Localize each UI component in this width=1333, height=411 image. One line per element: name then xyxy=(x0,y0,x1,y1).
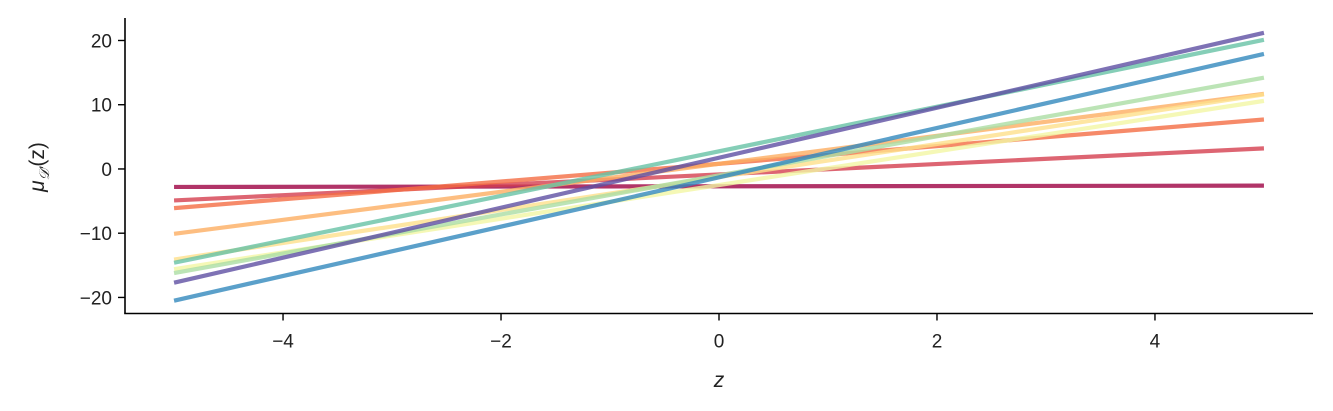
series-line-8 xyxy=(173,37,1265,265)
y-axis-label: μ𝒟′(z) xyxy=(26,142,52,193)
x-tick-label: 4 xyxy=(1150,332,1161,353)
x-tick-label: −2 xyxy=(490,332,512,353)
y-tick-label: −10 xyxy=(80,224,112,245)
y-tick-label: 0 xyxy=(101,160,112,181)
y-tick-label: −20 xyxy=(80,288,112,309)
y-axis-label-subscript: 𝒟′ xyxy=(36,165,52,180)
series-line-10 xyxy=(173,51,1265,303)
series-lines xyxy=(173,30,1265,303)
y-ticks: −20 −10 0 10 20 xyxy=(80,31,125,309)
x-axis-label: z xyxy=(713,369,725,392)
x-tick-label: −4 xyxy=(272,332,294,353)
y-tick-label: 20 xyxy=(91,31,112,52)
x-ticks: −4 −2 0 2 4 xyxy=(272,313,1161,353)
y-axis-label-mu: μ xyxy=(26,180,49,193)
y-axis-label-arg: (z) xyxy=(26,142,49,167)
x-tick-label: 2 xyxy=(932,332,943,353)
series-line-9 xyxy=(173,30,1265,285)
y-tick-label: 10 xyxy=(91,96,112,117)
series-line-4 xyxy=(173,91,1265,236)
x-tick-label: 0 xyxy=(714,332,725,353)
